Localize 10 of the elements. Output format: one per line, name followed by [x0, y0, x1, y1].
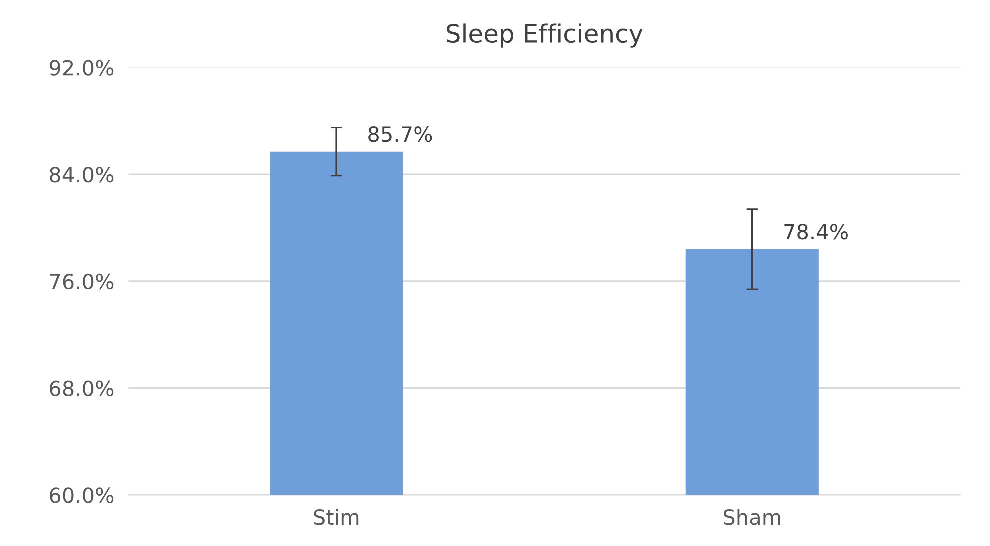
- data-label: 85.7%: [368, 126, 432, 142]
- chart-title: Sleep Efficiency: [447, 24, 643, 48]
- y-tick-label: 68.0%: [50, 380, 114, 397]
- y-tick-label: 84.0%: [50, 167, 114, 183]
- x-tick-label: Stim: [314, 509, 359, 526]
- data-label: 78.4%: [784, 224, 848, 240]
- y-tick-label: 92.0%: [50, 60, 114, 76]
- y-tick-label: 60.0%: [50, 488, 114, 504]
- y-tick-label: 76.0%: [50, 274, 114, 290]
- x-tick-label: Sham: [724, 509, 780, 526]
